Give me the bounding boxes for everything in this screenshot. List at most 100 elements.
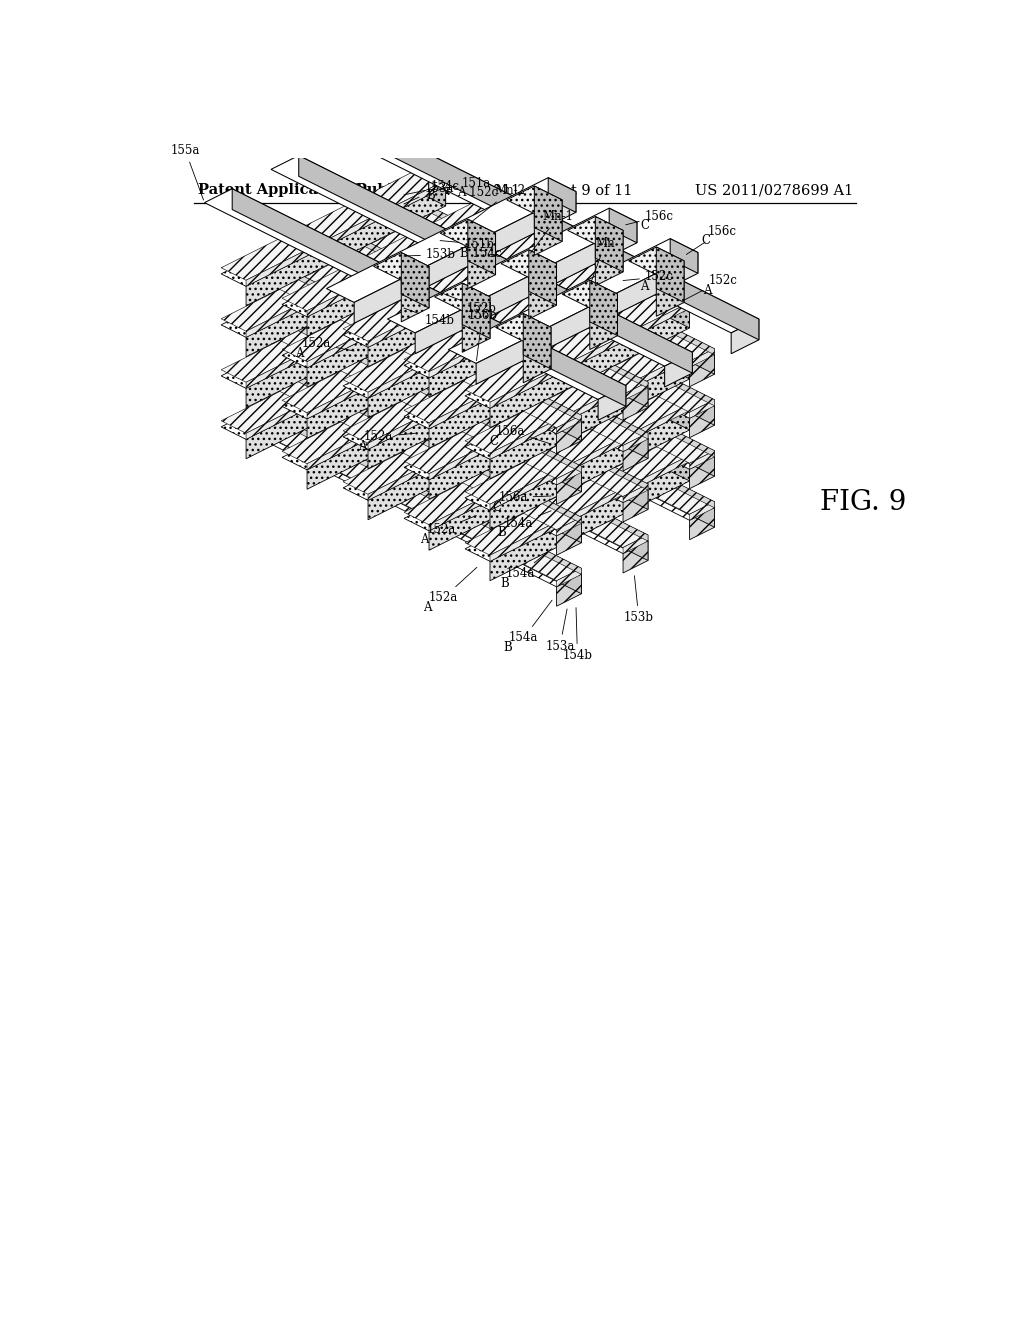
Polygon shape xyxy=(343,381,567,494)
Polygon shape xyxy=(490,359,689,479)
Polygon shape xyxy=(338,335,648,510)
Polygon shape xyxy=(368,298,567,417)
Polygon shape xyxy=(665,352,692,387)
Polygon shape xyxy=(603,260,629,279)
Polygon shape xyxy=(590,294,617,350)
Polygon shape xyxy=(429,380,629,499)
Polygon shape xyxy=(312,335,648,503)
Polygon shape xyxy=(246,413,582,581)
Polygon shape xyxy=(338,329,648,490)
Polygon shape xyxy=(543,286,567,318)
Text: A: A xyxy=(702,284,712,297)
Polygon shape xyxy=(307,216,507,337)
Polygon shape xyxy=(623,490,648,521)
Polygon shape xyxy=(595,231,623,286)
Polygon shape xyxy=(689,400,715,418)
Polygon shape xyxy=(429,432,629,550)
Polygon shape xyxy=(490,404,689,511)
Polygon shape xyxy=(221,271,445,383)
Polygon shape xyxy=(246,282,445,388)
Polygon shape xyxy=(465,290,689,403)
Text: 152a: 152a xyxy=(364,430,415,444)
Text: 154a: 154a xyxy=(506,549,552,581)
Polygon shape xyxy=(343,235,567,347)
Polygon shape xyxy=(490,411,689,529)
Polygon shape xyxy=(221,219,445,331)
Polygon shape xyxy=(567,216,623,244)
Polygon shape xyxy=(543,228,567,248)
Polygon shape xyxy=(603,317,629,348)
Text: 153b: 153b xyxy=(404,248,456,261)
Polygon shape xyxy=(595,216,623,272)
Polygon shape xyxy=(556,574,582,606)
Polygon shape xyxy=(307,268,507,387)
Polygon shape xyxy=(338,277,648,440)
Polygon shape xyxy=(556,517,582,536)
Polygon shape xyxy=(338,227,648,388)
Polygon shape xyxy=(481,301,507,319)
Text: 152a: 152a xyxy=(429,568,477,605)
Text: Mn-1: Mn-1 xyxy=(530,210,573,253)
Polygon shape xyxy=(535,199,562,255)
Polygon shape xyxy=(665,341,689,359)
Polygon shape xyxy=(307,364,507,470)
Polygon shape xyxy=(312,232,648,400)
Polygon shape xyxy=(665,347,689,379)
Text: A: A xyxy=(421,533,429,546)
Polygon shape xyxy=(556,523,582,556)
Polygon shape xyxy=(307,211,507,317)
Polygon shape xyxy=(543,388,567,420)
Polygon shape xyxy=(543,331,567,350)
Polygon shape xyxy=(481,358,507,389)
Text: B 154c: B 154c xyxy=(460,247,501,260)
Polygon shape xyxy=(368,343,567,449)
Polygon shape xyxy=(590,280,617,335)
Polygon shape xyxy=(343,331,567,444)
Polygon shape xyxy=(481,306,507,338)
Text: A: A xyxy=(295,347,304,360)
Polygon shape xyxy=(556,473,582,504)
Polygon shape xyxy=(282,249,507,362)
Polygon shape xyxy=(338,123,759,333)
Text: Nov. 17, 2011   Sheet 9 of 11: Nov. 17, 2011 Sheet 9 of 11 xyxy=(418,183,632,197)
Polygon shape xyxy=(379,244,715,412)
Polygon shape xyxy=(307,370,507,490)
Text: US 2011/0278699 A1: US 2011/0278699 A1 xyxy=(694,183,853,197)
Text: 156a: 156a xyxy=(496,425,551,444)
Polygon shape xyxy=(629,247,684,275)
Polygon shape xyxy=(271,368,582,543)
Polygon shape xyxy=(404,194,715,355)
Text: 151b: 151b xyxy=(440,238,495,251)
Polygon shape xyxy=(246,260,582,428)
Polygon shape xyxy=(368,350,567,469)
Polygon shape xyxy=(221,226,445,338)
Text: 151a: 151a xyxy=(440,177,492,190)
Polygon shape xyxy=(271,260,582,421)
Polygon shape xyxy=(415,222,637,354)
Text: B: B xyxy=(426,189,434,202)
Text: Mn-2: Mn-2 xyxy=(470,185,525,223)
Polygon shape xyxy=(523,314,551,370)
Polygon shape xyxy=(307,319,507,438)
Polygon shape xyxy=(368,395,567,500)
Polygon shape xyxy=(562,280,617,308)
Polygon shape xyxy=(429,279,629,397)
Text: 152a: 152a xyxy=(301,338,354,351)
Polygon shape xyxy=(623,433,648,451)
Polygon shape xyxy=(429,425,629,531)
Text: C: C xyxy=(640,219,649,232)
Polygon shape xyxy=(246,181,445,286)
Polygon shape xyxy=(465,296,689,408)
Polygon shape xyxy=(312,329,648,496)
Polygon shape xyxy=(312,385,648,553)
Polygon shape xyxy=(556,416,582,434)
Polygon shape xyxy=(246,334,445,440)
Polygon shape xyxy=(282,256,507,368)
Polygon shape xyxy=(623,541,648,573)
Polygon shape xyxy=(374,252,429,280)
Polygon shape xyxy=(282,306,507,418)
Polygon shape xyxy=(421,271,445,289)
Polygon shape xyxy=(496,314,551,342)
Text: Patent Application Publication: Patent Application Publication xyxy=(199,183,451,197)
Polygon shape xyxy=(490,455,689,561)
